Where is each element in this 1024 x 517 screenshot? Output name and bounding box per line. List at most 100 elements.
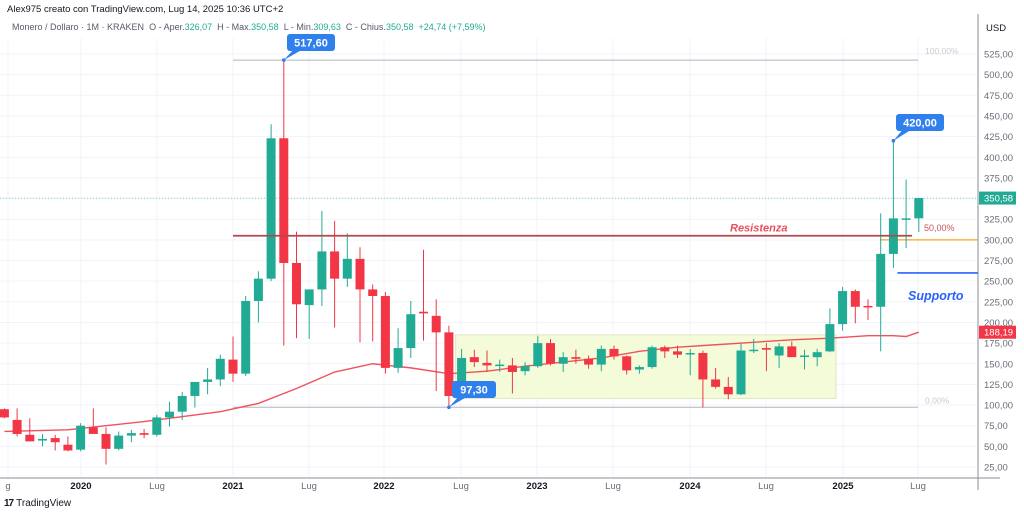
candle-body bbox=[304, 289, 314, 306]
callout-label: 517,60 bbox=[294, 38, 328, 50]
candle bbox=[406, 300, 416, 358]
candle-body bbox=[533, 343, 543, 367]
candle-body bbox=[292, 262, 301, 305]
price-tick-label: 400,00 bbox=[984, 153, 1013, 164]
candle-body bbox=[634, 367, 644, 370]
symbol-legend: Monero / Dollaro · 1M · KRAKEN O - Aper.… bbox=[12, 22, 486, 32]
candle bbox=[660, 345, 670, 358]
candle bbox=[850, 289, 860, 324]
candle bbox=[495, 359, 505, 373]
candle bbox=[584, 355, 594, 369]
candle-body bbox=[647, 347, 657, 368]
candle bbox=[253, 271, 263, 323]
candle-body bbox=[609, 348, 619, 357]
price-tick-label: 125,00 bbox=[984, 380, 1013, 391]
price-tick-label: 200,00 bbox=[984, 318, 1013, 329]
candle-body bbox=[76, 425, 86, 450]
time-tick-label: Lug bbox=[605, 481, 621, 492]
candle-body bbox=[774, 346, 784, 356]
callout-box bbox=[287, 34, 335, 51]
candle bbox=[800, 349, 809, 370]
callout-pointer bbox=[283, 48, 305, 61]
ma-value-text: 188,19 bbox=[984, 328, 1013, 339]
candle-body bbox=[787, 346, 797, 358]
candle-body bbox=[126, 433, 136, 436]
fib-100-label: 100,00% bbox=[925, 46, 959, 56]
currency-label: USD bbox=[986, 23, 1006, 34]
candle-body bbox=[698, 353, 708, 380]
price-tick-label: 100,00 bbox=[984, 401, 1013, 412]
candle bbox=[711, 367, 721, 389]
candle-body bbox=[507, 365, 517, 373]
candle-body bbox=[139, 433, 149, 435]
callout-anchor bbox=[891, 138, 896, 143]
candle bbox=[317, 210, 327, 306]
candle-body bbox=[101, 433, 111, 449]
candle-body bbox=[469, 357, 479, 363]
candle bbox=[12, 408, 22, 437]
price-axis[interactable]: USD 525,00 500,00 475,00 450,00 425,00 400,00 3… bbox=[979, 23, 1016, 474]
candle bbox=[393, 328, 403, 373]
candle bbox=[203, 367, 213, 395]
time-tick-label: Lug bbox=[301, 481, 317, 492]
candle bbox=[177, 391, 187, 420]
candle-body bbox=[406, 314, 416, 349]
candle bbox=[685, 348, 695, 376]
candle-body bbox=[736, 350, 746, 395]
moving-average-line bbox=[4, 331, 920, 433]
moving-average-polyline bbox=[4, 331, 920, 433]
candle bbox=[901, 179, 911, 249]
time-tick-label: Lug bbox=[910, 481, 926, 492]
candle bbox=[736, 343, 746, 396]
candle-body bbox=[546, 343, 555, 364]
candle bbox=[761, 343, 771, 372]
callout-label: 420,00 bbox=[903, 118, 937, 130]
price-tick-label: 325,00 bbox=[984, 215, 1013, 226]
callout-recent-420: 420,00 bbox=[891, 114, 944, 143]
candle-body bbox=[152, 417, 162, 435]
price-callouts: 517,60 97,30 420,00 bbox=[282, 34, 944, 410]
time-tick-label: Lug bbox=[453, 481, 469, 492]
time-tick-label: 2022 bbox=[373, 481, 394, 492]
time-axis[interactable]: g 2020 Lug 2021 Lug 2022 Lug 2023 Lug 2024 Lug 2025… bbox=[5, 481, 926, 492]
candle bbox=[622, 355, 632, 375]
tradingview-logo-icon: 17 bbox=[4, 498, 14, 509]
ma-value-badge bbox=[979, 325, 1016, 339]
candle bbox=[825, 308, 835, 353]
time-tick-label: 2025 bbox=[832, 481, 854, 492]
candle bbox=[546, 338, 555, 366]
candle bbox=[380, 291, 390, 374]
last-price-badge bbox=[979, 191, 1016, 205]
candle bbox=[165, 401, 174, 427]
candle bbox=[596, 345, 606, 372]
candle-body bbox=[457, 357, 467, 395]
time-tick-label: Lug bbox=[149, 481, 165, 492]
candle bbox=[507, 357, 517, 394]
price-tick-label: 500,00 bbox=[984, 70, 1013, 81]
price-tick-label: 450,00 bbox=[984, 111, 1013, 122]
close-label: C - Chius. bbox=[345, 22, 386, 32]
candle bbox=[50, 434, 60, 451]
candle-body bbox=[584, 358, 594, 365]
candle-body bbox=[812, 352, 822, 358]
callout-pointer bbox=[893, 128, 914, 141]
price-tick-label: 425,00 bbox=[984, 132, 1013, 143]
time-tick-label: g bbox=[5, 481, 10, 492]
candle bbox=[609, 345, 619, 360]
price-tick-label: 525,00 bbox=[984, 50, 1013, 61]
candle-body bbox=[800, 355, 809, 357]
author-line: Alex975 creato con TradingView.com, Lug … bbox=[7, 4, 284, 15]
fib-50-label: 50,00% bbox=[924, 223, 955, 233]
candle bbox=[774, 343, 784, 368]
candle bbox=[266, 124, 276, 282]
time-tick-label: 2021 bbox=[222, 481, 244, 492]
tradingview-footer: 17 TradingView bbox=[4, 498, 71, 509]
candle bbox=[38, 433, 47, 447]
price-tick-label: 150,00 bbox=[984, 359, 1013, 370]
candle-body bbox=[482, 362, 492, 366]
candle-body bbox=[368, 289, 378, 297]
candle bbox=[749, 338, 759, 354]
candle-body bbox=[165, 411, 174, 418]
candle-body bbox=[711, 379, 721, 387]
